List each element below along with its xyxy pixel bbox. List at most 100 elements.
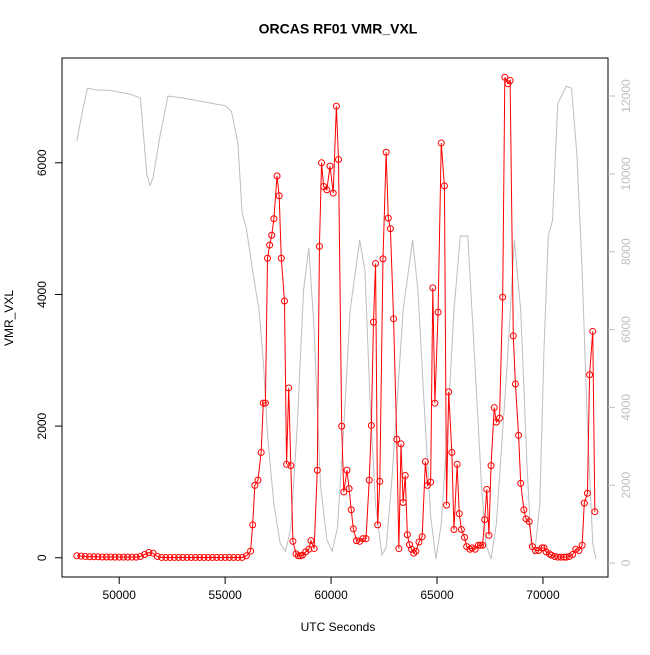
data-point bbox=[532, 547, 540, 555]
data-point bbox=[386, 225, 394, 233]
y2-tick-label: 4000 bbox=[619, 394, 633, 421]
data-point bbox=[418, 533, 426, 541]
data-point bbox=[560, 553, 568, 561]
data-point bbox=[270, 215, 278, 223]
data-point bbox=[196, 553, 204, 561]
data-point bbox=[326, 162, 334, 170]
data-point bbox=[365, 476, 373, 484]
data-point bbox=[479, 541, 487, 549]
data-point bbox=[362, 535, 370, 543]
data-point bbox=[401, 471, 409, 479]
data-point bbox=[359, 535, 367, 543]
x-tick-label: 70000 bbox=[526, 588, 560, 602]
data-point bbox=[575, 547, 583, 555]
data-point bbox=[468, 544, 476, 552]
data-point bbox=[305, 545, 313, 553]
data-point bbox=[277, 254, 285, 262]
y2-tick-label: 12000 bbox=[619, 79, 633, 113]
data-point bbox=[415, 538, 423, 546]
data-point bbox=[547, 551, 555, 559]
data-point bbox=[158, 553, 166, 561]
y2-tick-label: 2000 bbox=[619, 471, 633, 498]
data-point bbox=[461, 533, 469, 541]
data-point bbox=[448, 448, 456, 456]
data-point bbox=[183, 553, 191, 561]
data-point bbox=[440, 182, 448, 190]
data-point bbox=[376, 477, 384, 485]
data-point bbox=[273, 172, 281, 180]
data-point bbox=[429, 284, 437, 292]
data-point bbox=[509, 332, 517, 340]
data-point bbox=[443, 501, 451, 509]
data-point bbox=[204, 553, 212, 561]
data-point bbox=[369, 318, 377, 326]
data-point bbox=[175, 553, 183, 561]
data-point bbox=[520, 506, 528, 514]
data-point bbox=[230, 553, 238, 561]
data-point bbox=[73, 552, 81, 560]
data-point bbox=[453, 460, 461, 468]
data-point bbox=[589, 327, 597, 335]
data-point bbox=[457, 525, 465, 533]
data-point bbox=[572, 545, 580, 553]
data-point bbox=[496, 414, 504, 422]
data-point bbox=[390, 315, 398, 323]
data-point bbox=[427, 478, 435, 486]
data-point bbox=[329, 189, 337, 197]
data-point bbox=[254, 476, 262, 484]
data-point bbox=[586, 371, 594, 379]
data-point bbox=[264, 254, 272, 262]
data-point bbox=[259, 399, 267, 407]
data-point bbox=[213, 553, 221, 561]
data-point bbox=[315, 242, 323, 250]
data-point bbox=[397, 440, 405, 448]
data-point bbox=[285, 384, 293, 392]
data-point bbox=[102, 553, 110, 561]
data-point bbox=[476, 541, 484, 549]
y-axis-label: VMR_VXL bbox=[2, 290, 16, 346]
y-tick-label: 4000 bbox=[35, 281, 49, 308]
y2-tick-label: 0 bbox=[619, 559, 633, 566]
data-point bbox=[490, 404, 498, 412]
data-point bbox=[251, 481, 259, 489]
data-point bbox=[266, 241, 274, 249]
data-point bbox=[450, 525, 458, 533]
data-point bbox=[481, 516, 489, 524]
data-point bbox=[94, 553, 102, 561]
data-point bbox=[318, 159, 326, 167]
data-point bbox=[349, 525, 357, 533]
data-point bbox=[249, 521, 257, 529]
data-point bbox=[170, 553, 178, 561]
data-point bbox=[399, 498, 407, 506]
data-point bbox=[374, 521, 382, 529]
data-point bbox=[525, 518, 533, 526]
y-tick-label: 2000 bbox=[35, 412, 49, 439]
data-point bbox=[340, 488, 348, 496]
data-point bbox=[343, 466, 351, 474]
chart-title: ORCAS RF01 VMR_VXL bbox=[259, 21, 418, 37]
data-point bbox=[191, 553, 199, 561]
y-tick-label: 6000 bbox=[35, 149, 49, 176]
data-point bbox=[557, 553, 565, 561]
data-point bbox=[179, 553, 187, 561]
data-point bbox=[124, 553, 132, 561]
data-point bbox=[338, 422, 346, 430]
data-point bbox=[591, 508, 599, 516]
y2-tick-label: 6000 bbox=[619, 316, 633, 343]
data-point bbox=[257, 448, 265, 456]
data-point bbox=[538, 544, 546, 552]
data-point bbox=[506, 77, 514, 85]
data-point bbox=[77, 552, 85, 560]
data-point bbox=[323, 186, 331, 194]
data-point bbox=[569, 550, 577, 558]
y-tick-label: 0 bbox=[35, 554, 49, 561]
data-point bbox=[119, 553, 127, 561]
data-point bbox=[149, 549, 157, 557]
data-point bbox=[562, 553, 570, 561]
data-point bbox=[379, 255, 387, 263]
data-point bbox=[384, 214, 392, 222]
data-point bbox=[410, 549, 418, 557]
data-point bbox=[310, 545, 318, 553]
data-point bbox=[347, 506, 355, 514]
